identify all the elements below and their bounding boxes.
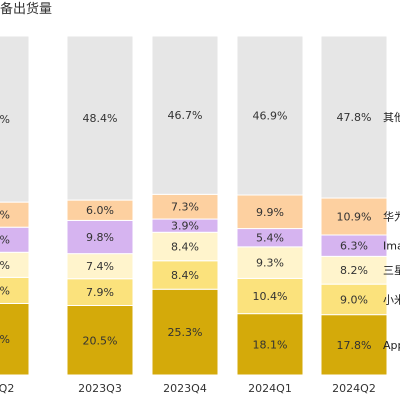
data-label: 46.7%	[168, 109, 203, 122]
legend-entry: 三星	[383, 264, 400, 277]
data-label: 7.4%	[0, 259, 10, 272]
data-label: 9.8%	[86, 231, 114, 244]
data-label: 7.7%	[0, 284, 10, 297]
bar-segment	[151, 288, 219, 376]
data-label: 7.4%	[0, 209, 10, 222]
data-label: 9.0%	[340, 293, 368, 306]
data-label: 8.4%	[171, 241, 199, 254]
bar-stack-2023Q2: 1.1% 7.7% 7.4% 7.4% 7.4% 9.0%	[0, 35, 30, 376]
legend-entry: 小米	[383, 293, 400, 306]
data-label: 10.9%	[337, 211, 372, 224]
x-tick-label: 023Q2	[0, 382, 14, 395]
bar-segment	[320, 197, 388, 236]
legend-entry: Ima	[383, 240, 400, 253]
x-tick-label: 2024Q2	[332, 382, 376, 395]
legend-entry: Appl	[383, 339, 400, 352]
bar-segment	[236, 277, 304, 315]
data-label: 8.2%	[340, 264, 368, 277]
bar-segment	[151, 260, 219, 290]
bar-segment	[320, 283, 388, 316]
bar-stack-2024Q2: 17.8% 9.0% 8.2% 6.3% 10.9% 47.8%	[320, 35, 388, 376]
bar-segment	[151, 35, 219, 195]
bar-segment	[0, 276, 30, 304]
bar-segment	[320, 35, 388, 199]
data-label: 7.3%	[171, 201, 199, 214]
bar-stack-2023Q3: 20.5% 7.9% 7.4% 9.8% 6.0% 48.4%	[66, 35, 134, 376]
bar-stack-2023Q4: 25.3% 8.4% 8.4% 3.9% 7.3% 46.7%	[151, 35, 219, 376]
data-label: 18.1%	[253, 338, 288, 351]
bar-stack-2024Q1: 18.1% 10.4% 9.3% 5.4% 9.9% 46.9%	[236, 35, 304, 376]
data-label: 5.4%	[256, 232, 284, 245]
data-label: 9.0%	[0, 113, 10, 126]
bar-segment	[0, 201, 30, 228]
bar-segment	[151, 193, 219, 220]
bar-segment	[66, 35, 134, 201]
bar-segment	[236, 194, 304, 230]
data-label: 46.9%	[253, 109, 288, 122]
data-label: 7.9%	[86, 286, 114, 299]
data-label: 6.0%	[86, 204, 114, 217]
bar-segment	[0, 226, 30, 253]
x-tick-label: 2024Q1	[248, 382, 292, 395]
bar-segment	[236, 35, 304, 196]
data-label: 7.4%	[0, 234, 10, 247]
legend-entry: 华为	[383, 210, 400, 224]
bar-segment	[66, 278, 134, 307]
bar-segment	[151, 231, 219, 262]
x-tick-label: 2023Q4	[163, 382, 207, 395]
data-label: 17.8%	[337, 339, 372, 352]
data-label: 20.5%	[83, 334, 118, 347]
x-tick-label: 2023Q3	[78, 382, 122, 395]
data-label: 48.4%	[83, 112, 118, 125]
data-label: 9.9%	[256, 206, 284, 219]
bar-segment	[236, 313, 304, 376]
bar-segment	[66, 219, 134, 255]
data-label: 25.3%	[168, 326, 203, 339]
chart-title: 备出货量	[0, 2, 53, 17]
data-label: 8.4%	[171, 269, 199, 282]
data-label: 9.3%	[256, 257, 284, 270]
data-label: 6.3%	[340, 240, 368, 253]
legend-entry: 其他	[383, 111, 400, 124]
data-label: 7.4%	[86, 260, 114, 273]
bar-segment	[0, 251, 30, 278]
bar-segment	[0, 35, 30, 203]
bar-segment	[0, 302, 30, 376]
data-label: 47.8%	[337, 111, 372, 124]
bar-segment	[320, 314, 388, 376]
data-label: 1.1%	[0, 333, 10, 346]
data-label: 10.4%	[253, 290, 288, 303]
data-label: 3.9%	[171, 220, 199, 233]
bar-segment	[66, 305, 134, 376]
bar-segment	[66, 253, 134, 280]
